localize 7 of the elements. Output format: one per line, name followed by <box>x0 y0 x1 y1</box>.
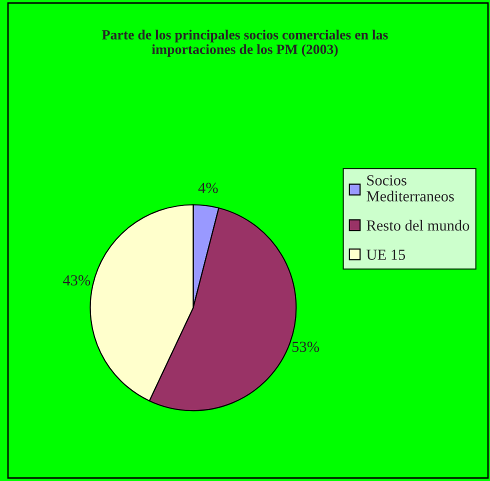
data-label: 4% <box>198 182 218 194</box>
legend-label: Socios Mediterraneos <box>366 175 454 202</box>
data-label: 43% <box>62 275 90 286</box>
legend-label: UE 15 <box>366 250 406 260</box>
chart-title: Parte de los principales socios comerciales en las importaciones de los PM (2003) <box>102 30 388 57</box>
legend-label: Resto del mundo <box>366 220 470 231</box>
data-label: 53% <box>292 342 320 352</box>
